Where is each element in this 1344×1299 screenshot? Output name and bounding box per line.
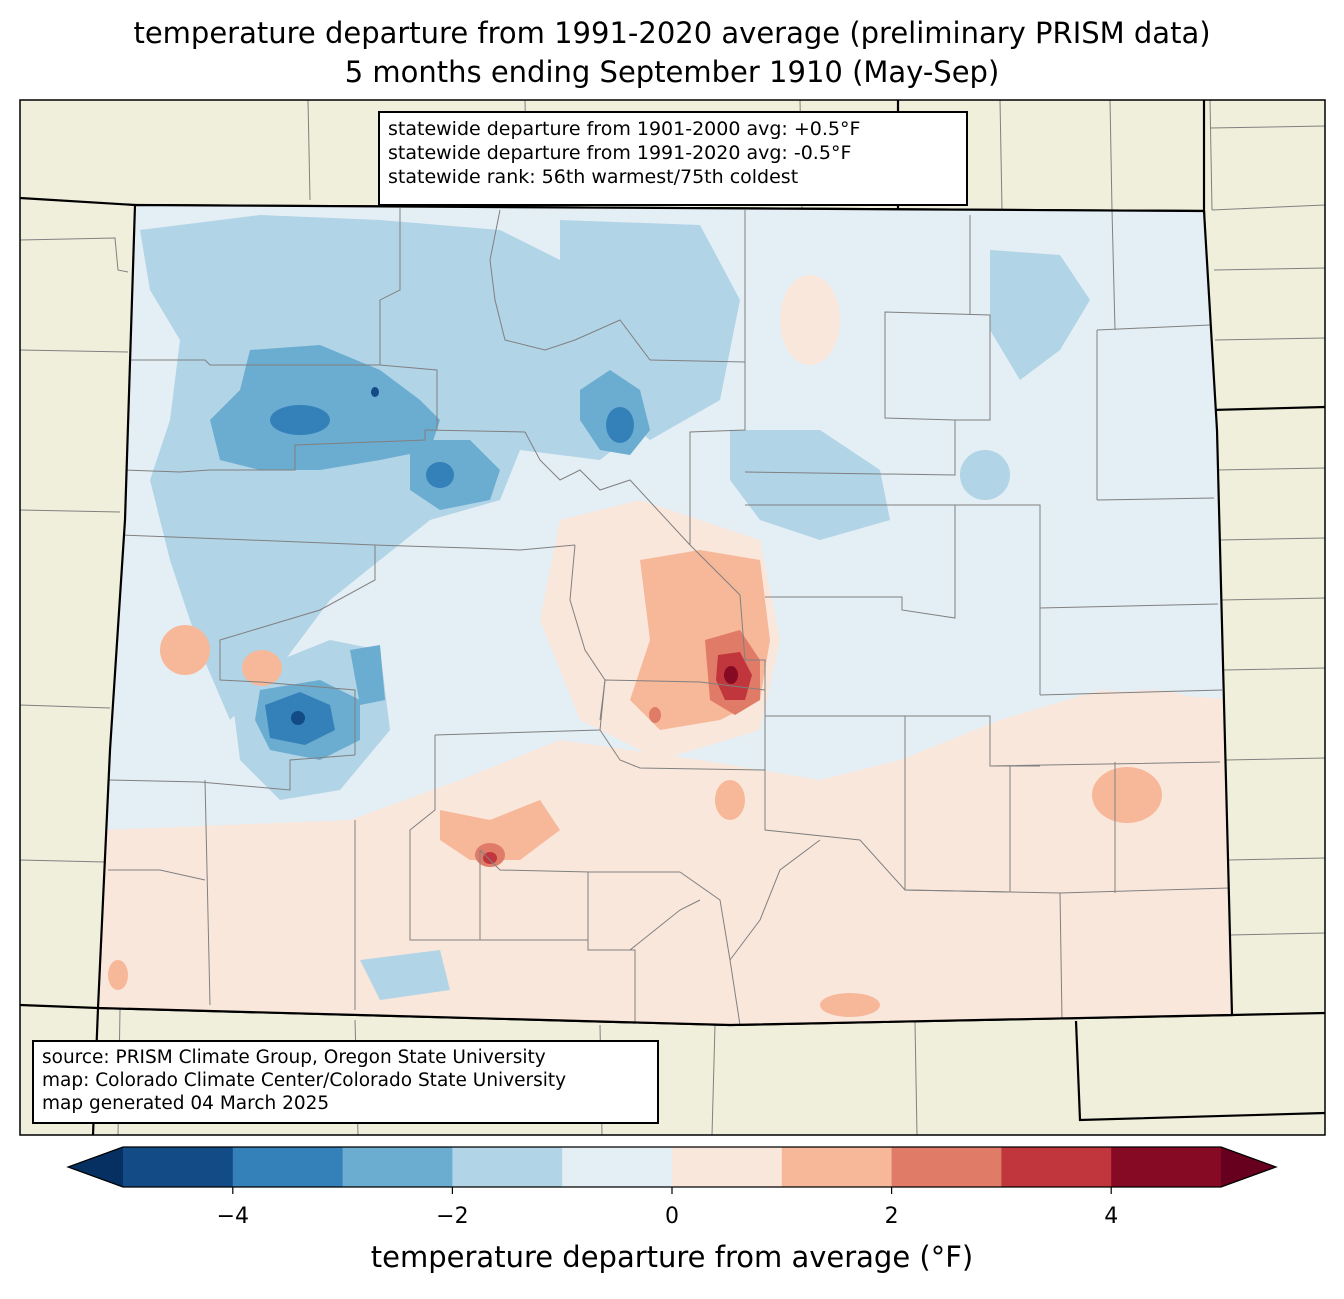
colorbar-bin-8	[1001, 1147, 1112, 1187]
colorbar-over-arrow	[1221, 1147, 1276, 1187]
colorbar-bin-9	[1111, 1147, 1222, 1187]
map-title-line-2: 5 months ending September 1910 (May-Sep)	[344, 55, 1000, 89]
colorbar-tick-label-4: 4	[1104, 1204, 1119, 1229]
colorado-outline	[96, 203, 1234, 1027]
colorbar-bin-2	[342, 1147, 453, 1187]
colorbar-tick-label-2: 0	[665, 1204, 679, 1229]
map-title-line-1: temperature departure from 1991-2020 ave…	[133, 16, 1211, 50]
colorado-departure-field	[98, 205, 1232, 1025]
statewide-stats-box: statewide departure from 1901-2000 avg: …	[378, 111, 968, 206]
map-frame-border	[19, 99, 1326, 1136]
colorbar-bin-7	[891, 1147, 1002, 1187]
colorbar-tick-label-3: 2	[884, 1204, 899, 1229]
colorbar-bin-4	[562, 1147, 673, 1187]
colorbar-bin-5	[672, 1147, 783, 1187]
source-box: source: PRISM Climate Group, Oregon Stat…	[32, 1040, 659, 1124]
colorbar-bin-6	[781, 1147, 893, 1187]
colorbar-tick-label-1: −2	[436, 1204, 469, 1229]
colorbar-label: temperature departure from average (°F)	[370, 1240, 974, 1274]
stats-rank: statewide rank: 56th warmest/75th coldes…	[388, 166, 799, 188]
map-generated-date: map generated 04 March 2025	[42, 1093, 330, 1114]
map-credit: map: Colorado Climate Center/Colorado St…	[42, 1070, 567, 1091]
colorbar-tick-label-0: −4	[216, 1204, 250, 1229]
colorbar-bin-3	[452, 1147, 563, 1187]
stats-departure-1901-2000: statewide departure from 1901-2000 avg: …	[388, 118, 861, 140]
colorbar-bin-0	[123, 1147, 234, 1187]
source-credit: source: PRISM Climate Group, Oregon Stat…	[42, 1047, 546, 1068]
colorbar-bin-1	[232, 1147, 344, 1187]
stats-departure-1991-2020: statewide departure from 1991-2020 avg: …	[388, 142, 852, 164]
colorbar	[66, 1146, 1278, 1194]
county-lines	[107, 208, 1231, 1025]
colorbar-under-arrow	[68, 1147, 123, 1187]
colorbar-outline	[66, 1146, 1278, 1188]
